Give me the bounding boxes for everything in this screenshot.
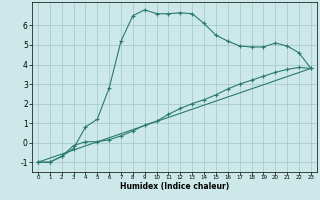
X-axis label: Humidex (Indice chaleur): Humidex (Indice chaleur)	[120, 182, 229, 191]
